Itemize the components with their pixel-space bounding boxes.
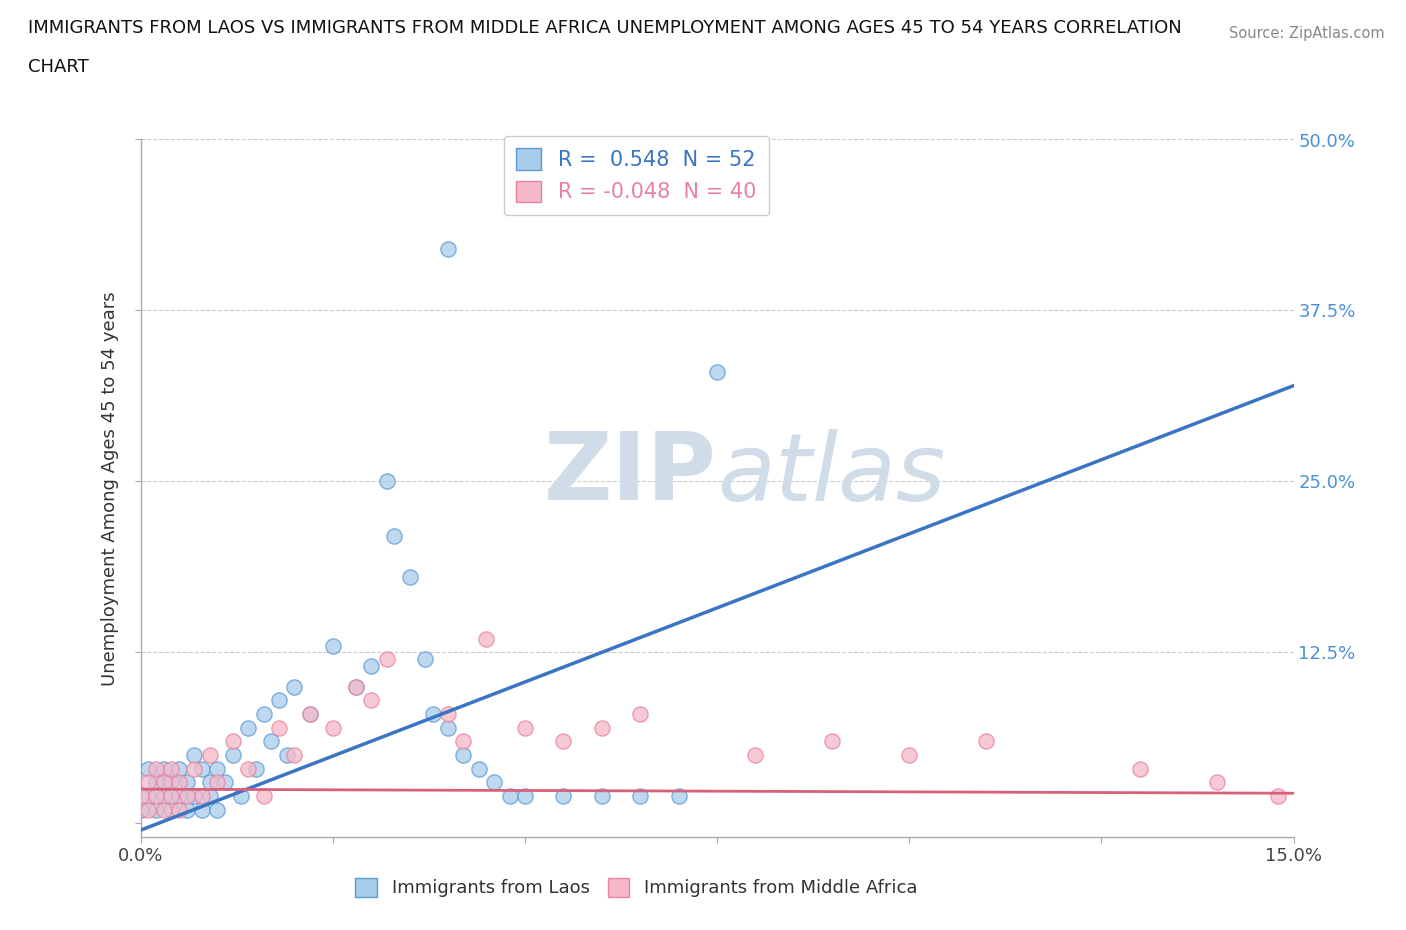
Point (191, 803, 214, 817)
Point (437, 707, 460, 722)
Point (453, 748, 475, 763)
Point (668, 789, 690, 804)
Point (183, 748, 205, 763)
Point (628, 789, 651, 804)
Point (245, 761, 267, 776)
Point (152, 761, 174, 776)
Point (591, 789, 613, 804)
Point (207, 803, 229, 817)
Point (437, 242, 460, 257)
Point (628, 707, 651, 722)
Point (160, 803, 183, 817)
Point (974, 734, 997, 749)
Point (160, 775, 183, 790)
Point (152, 789, 174, 804)
Point (475, 631, 498, 646)
Point (238, 720, 260, 735)
Point (322, 720, 344, 735)
Point (198, 789, 221, 804)
Point (152, 775, 174, 790)
Point (167, 775, 190, 790)
Point (422, 707, 444, 722)
Point (1267, 789, 1289, 804)
Point (513, 720, 536, 735)
Point (553, 789, 575, 804)
Point (136, 789, 159, 804)
Text: CHART: CHART (28, 58, 89, 75)
Point (413, 652, 436, 667)
Point (344, 679, 367, 694)
Point (298, 707, 321, 722)
Point (136, 775, 159, 790)
Point (1129, 761, 1152, 776)
Point (360, 693, 382, 708)
Point (145, 789, 167, 804)
Point (744, 748, 766, 763)
Point (513, 789, 536, 804)
Point (283, 748, 305, 763)
Point (222, 734, 245, 749)
Point (183, 761, 205, 776)
Point (207, 761, 229, 776)
Point (167, 761, 190, 776)
Point (821, 734, 844, 749)
Point (167, 803, 190, 817)
Point (591, 720, 613, 735)
Point (298, 707, 321, 722)
Point (482, 775, 505, 790)
Point (1205, 775, 1227, 790)
Point (145, 761, 167, 776)
Point (382, 528, 405, 543)
Point (344, 679, 367, 694)
Point (145, 803, 167, 817)
Point (136, 803, 159, 817)
Point (267, 693, 290, 708)
Point (160, 789, 183, 804)
Point (553, 734, 575, 749)
Point (152, 803, 174, 817)
Y-axis label: Unemployment Among Ages 45 to 54 years: Unemployment Among Ages 45 to 54 years (101, 291, 120, 685)
Point (322, 638, 344, 653)
Point (706, 365, 728, 379)
Point (375, 474, 398, 489)
Point (468, 761, 491, 776)
Point (453, 734, 475, 749)
Point (398, 570, 420, 585)
Point (160, 761, 183, 776)
Point (129, 803, 152, 817)
Point (898, 748, 921, 763)
Point (252, 789, 274, 804)
Point (129, 789, 152, 804)
Point (437, 720, 460, 735)
Point (498, 789, 520, 804)
Point (176, 789, 198, 804)
Point (360, 658, 382, 673)
Point (252, 707, 274, 722)
Point (260, 734, 283, 749)
Point (198, 748, 221, 763)
Point (136, 761, 159, 776)
Text: Source: ZipAtlas.com: Source: ZipAtlas.com (1229, 26, 1385, 41)
Point (283, 679, 305, 694)
Point (176, 775, 198, 790)
Point (167, 789, 190, 804)
Point (198, 775, 221, 790)
Legend: Immigrants from Laos, Immigrants from Middle Africa: Immigrants from Laos, Immigrants from Mi… (349, 870, 925, 905)
Point (238, 761, 260, 776)
Point (191, 789, 214, 804)
Point (375, 652, 398, 667)
Point (222, 748, 245, 763)
Point (145, 775, 167, 790)
Point (276, 748, 298, 763)
Text: ZIP: ZIP (544, 429, 717, 520)
Point (267, 720, 290, 735)
Point (229, 789, 252, 804)
Text: atlas: atlas (717, 429, 945, 520)
Text: IMMIGRANTS FROM LAOS VS IMMIGRANTS FROM MIDDLE AFRICA UNEMPLOYMENT AMONG AGES 45: IMMIGRANTS FROM LAOS VS IMMIGRANTS FROM … (28, 19, 1182, 36)
Point (214, 775, 236, 790)
Point (207, 775, 229, 790)
Point (191, 761, 214, 776)
Point (183, 789, 205, 804)
Point (176, 803, 198, 817)
